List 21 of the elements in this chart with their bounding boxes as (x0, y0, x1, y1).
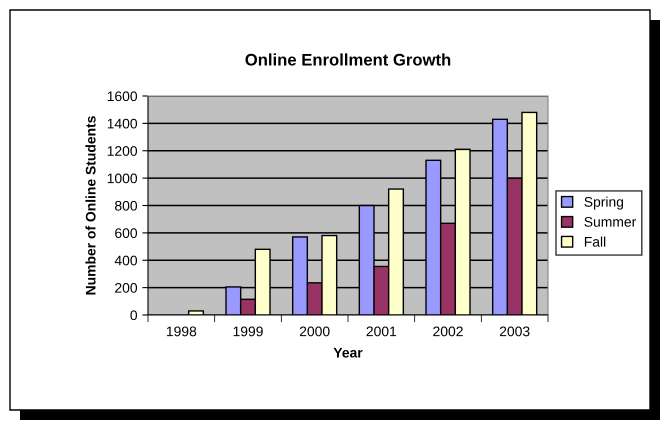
y-tick-label: 400 (114, 256, 138, 266)
y-tick-label: 800 (115, 200, 138, 211)
y-axis-title: Number of Online Students (85, 116, 96, 294)
x-tick-label: 1999 (234, 326, 263, 336)
x-tick-label: 2000 (300, 326, 330, 336)
y-tick-label: 1600 (108, 91, 138, 102)
y-tick-label: 1000 (108, 173, 138, 184)
y-tick-label: 200 (115, 282, 138, 293)
y-tick-label: 0 (130, 310, 138, 320)
x-tick-label: 2001 (366, 326, 396, 336)
x-axis-title: Year (334, 348, 362, 358)
legend-label: Summer (584, 216, 636, 227)
x-tick-label: 2002 (433, 326, 463, 336)
x-tick-label: 1998 (166, 326, 196, 336)
x-tick-label: 2003 (500, 326, 530, 336)
legend-label: Spring (584, 196, 624, 210)
y-tick-label: 1200 (108, 146, 138, 156)
y-tick-label: 1400 (108, 118, 138, 129)
chart-title: Online Enrollment Growth (245, 53, 450, 66)
y-tick-label: 600 (115, 228, 138, 238)
legend-label: Fall (584, 236, 606, 247)
